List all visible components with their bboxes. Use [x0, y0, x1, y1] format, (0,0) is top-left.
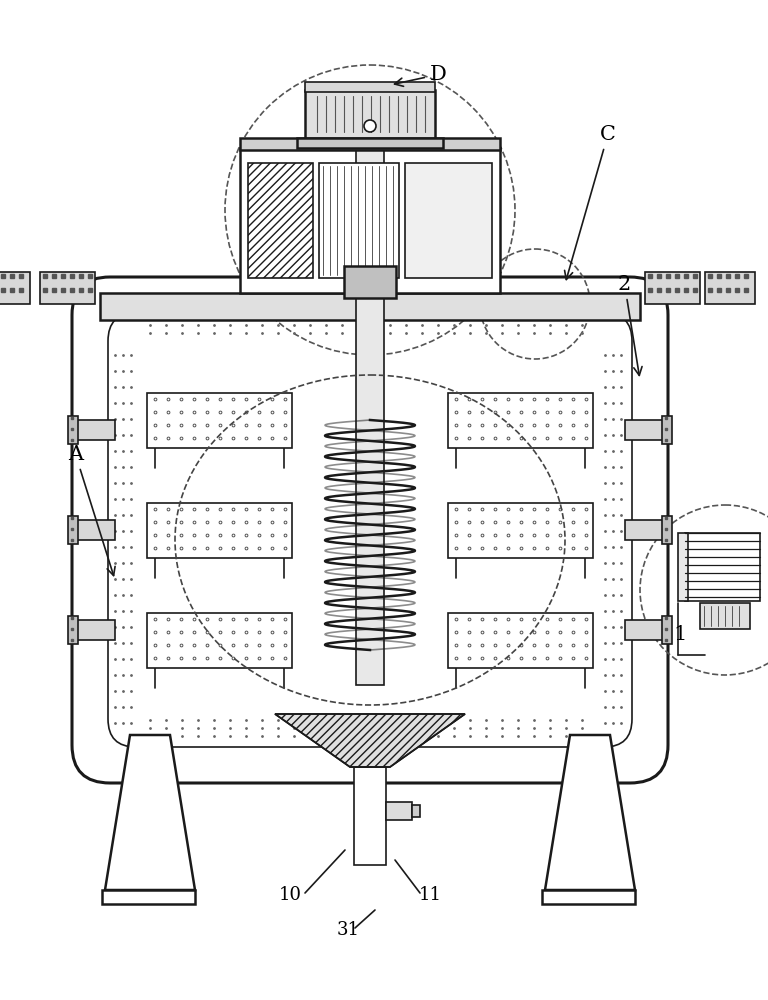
Bar — [75, 520, 115, 540]
Bar — [147, 503, 292, 558]
Bar — [240, 148, 500, 293]
Text: D: D — [395, 65, 447, 86]
Bar — [542, 890, 635, 904]
Bar — [412, 805, 420, 817]
Bar — [75, 620, 115, 640]
Bar — [40, 272, 95, 304]
Polygon shape — [275, 714, 465, 767]
Bar — [75, 420, 115, 440]
Bar — [662, 516, 672, 544]
Text: A: A — [68, 445, 115, 576]
Bar — [240, 138, 500, 150]
Bar — [405, 163, 492, 278]
Bar — [645, 272, 700, 304]
Bar — [102, 890, 195, 904]
Text: C: C — [564, 125, 616, 280]
Bar — [662, 616, 672, 644]
Bar — [448, 613, 593, 668]
Text: 1: 1 — [673, 625, 687, 644]
Bar — [248, 163, 313, 278]
Bar — [305, 82, 435, 92]
Bar — [354, 767, 386, 865]
Text: 2: 2 — [618, 275, 642, 375]
Text: B: B — [0, 999, 1, 1000]
Bar — [625, 420, 665, 440]
Bar — [386, 802, 412, 820]
FancyBboxPatch shape — [72, 277, 668, 783]
Bar — [448, 393, 593, 448]
Bar — [319, 163, 399, 278]
Text: 10: 10 — [279, 886, 302, 904]
Bar — [625, 620, 665, 640]
Bar — [297, 138, 443, 148]
Bar — [305, 90, 435, 138]
Bar — [685, 533, 760, 601]
Bar — [100, 293, 640, 320]
Text: 11: 11 — [419, 886, 442, 904]
Bar — [700, 603, 750, 629]
Polygon shape — [105, 735, 195, 890]
Bar — [705, 272, 755, 304]
Bar — [356, 148, 384, 685]
Polygon shape — [545, 735, 635, 890]
Bar — [625, 520, 665, 540]
Circle shape — [364, 120, 376, 132]
Bar — [68, 516, 78, 544]
Bar — [147, 613, 292, 668]
Bar — [0, 272, 30, 304]
Bar — [448, 503, 593, 558]
Text: 31: 31 — [336, 921, 359, 939]
FancyBboxPatch shape — [108, 313, 632, 747]
Bar — [662, 416, 672, 444]
Bar — [147, 393, 292, 448]
Bar — [678, 533, 688, 601]
Bar — [344, 266, 396, 298]
Bar — [68, 616, 78, 644]
Bar — [68, 416, 78, 444]
